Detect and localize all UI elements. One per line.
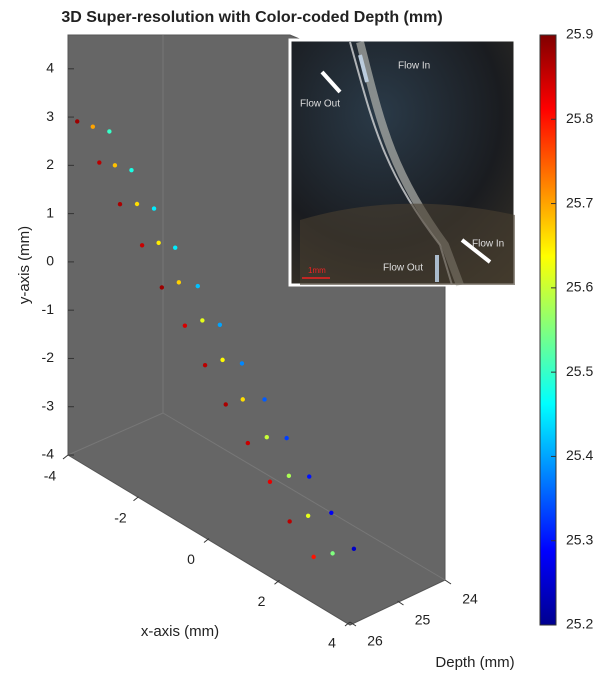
point (134, 201, 140, 207)
point (239, 361, 245, 366)
y-tick-label: -4 (42, 446, 55, 462)
inset-label: Flow In (398, 61, 430, 72)
x-axis-label: x-axis (mm) (141, 623, 219, 640)
point (262, 397, 267, 402)
x-tick (62, 454, 69, 460)
point (90, 124, 96, 129)
point (264, 435, 269, 440)
y-tick-label: 1 (46, 204, 54, 220)
y-tick-label: -3 (42, 397, 55, 413)
point (245, 440, 251, 446)
point (117, 202, 123, 207)
z-tick (444, 579, 452, 585)
colorbar-tick-label: 25.3 (566, 531, 593, 547)
box-edge (162, 412, 446, 581)
x-tick (203, 538, 210, 543)
point (286, 473, 292, 479)
point (182, 323, 188, 328)
colorbar (539, 34, 557, 626)
point (139, 243, 145, 248)
z-tick-label: 24 (462, 591, 478, 607)
x-tick-label: -4 (44, 468, 57, 484)
arrow (358, 54, 369, 83)
colorbar-tick-label: 25.6 (566, 279, 593, 295)
point (159, 285, 165, 290)
point (284, 435, 289, 441)
y-tick-label: 0 (46, 253, 54, 269)
point (311, 554, 316, 560)
z-tick-label: 25 (415, 612, 431, 628)
point (112, 163, 118, 168)
z-axis-label: Depth (mm) (435, 654, 514, 671)
x-tick (133, 496, 139, 502)
inset: Flow In Flow Out Flow In Flow Out 1mm (288, 38, 517, 287)
colorbar-tick-label: 25.7 (566, 194, 593, 210)
x-tick-label: 0 (187, 551, 195, 567)
point (220, 357, 225, 363)
point (305, 513, 311, 518)
point (75, 119, 80, 124)
y-axis-label: y-axis (mm) (16, 226, 33, 304)
point (223, 402, 228, 407)
point (151, 206, 157, 211)
point (217, 322, 223, 327)
x-tick (274, 579, 280, 585)
point (200, 318, 205, 323)
y-tick-label: 4 (46, 59, 54, 75)
chart-title: 3D Super-resolution with Color-coded Dep… (61, 9, 442, 26)
colorbar-tick-label: 25.9 (566, 26, 593, 42)
point (202, 362, 208, 368)
x-tick-label: -2 (114, 509, 127, 525)
z-tick (397, 600, 404, 606)
box-edge (67, 412, 164, 456)
point (173, 245, 178, 250)
points (75, 119, 357, 560)
z-tick-label: 26 (367, 633, 383, 649)
glare (300, 203, 515, 285)
point (330, 551, 335, 556)
point (329, 510, 334, 516)
inset-label: Flow In (472, 239, 504, 250)
point (129, 167, 134, 173)
colorbar-tick-label: 25.5 (566, 363, 593, 379)
point (267, 479, 273, 484)
colorbar-tick-label: 25.4 (566, 447, 593, 463)
point (351, 546, 357, 552)
y-tick-label: -2 (42, 349, 55, 365)
inset-label: Flow Out (383, 263, 423, 274)
arrow (320, 70, 342, 94)
point (97, 160, 102, 165)
point (107, 129, 112, 134)
inset-label: 1mm (308, 266, 326, 275)
y-tick-label: -1 (42, 301, 55, 317)
point (156, 240, 161, 246)
inset-label: Flow Out (300, 99, 340, 110)
x-tick (344, 621, 351, 627)
point (287, 519, 292, 524)
point (240, 397, 245, 402)
x-tick-label: 2 (258, 593, 266, 609)
point (176, 280, 182, 285)
colorbar-tick-label: 25.2 (566, 616, 593, 632)
y-tick-label: 3 (46, 108, 54, 124)
arrow (460, 238, 492, 264)
point (195, 283, 200, 289)
colorbar-tick-label: 25.8 (566, 110, 593, 126)
x-tick-label: 4 (328, 635, 336, 651)
y-tick-label: 2 (46, 156, 54, 172)
point (307, 474, 312, 479)
z-tick (349, 621, 357, 627)
